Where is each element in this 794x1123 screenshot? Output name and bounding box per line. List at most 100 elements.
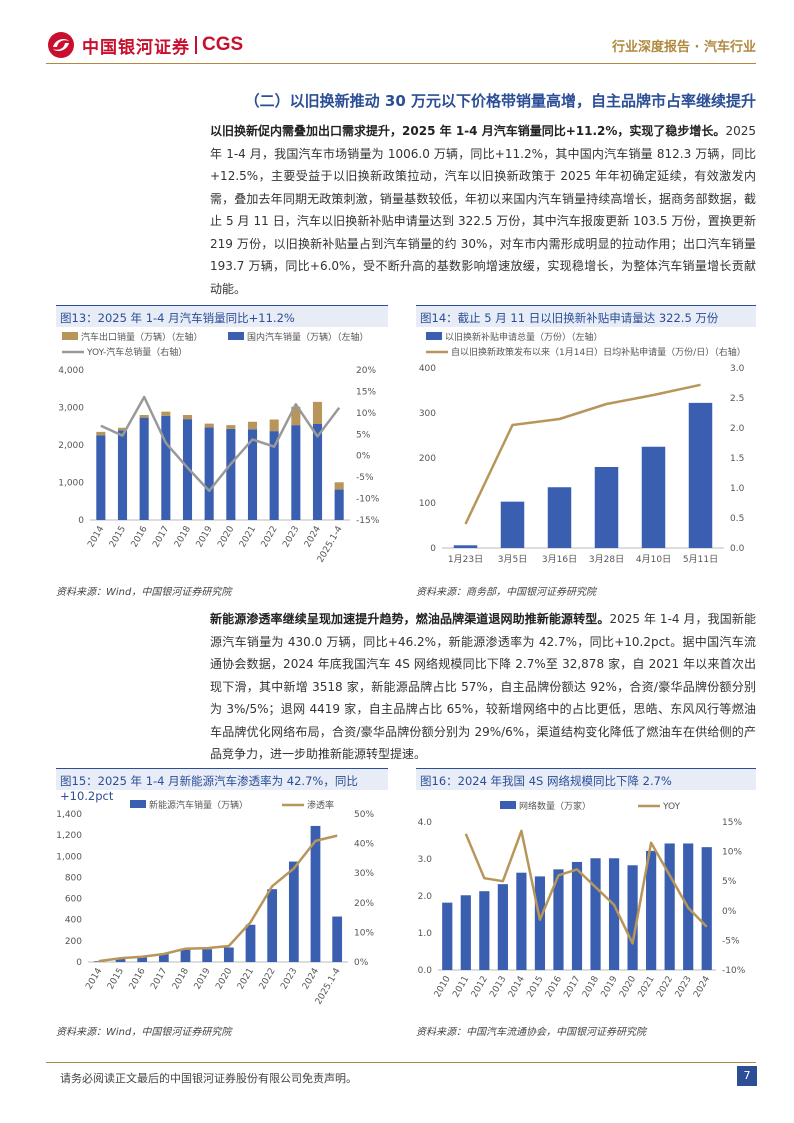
bar [96, 431, 106, 436]
bar [93, 961, 104, 962]
y2-axis-tick-label: -5% [356, 473, 374, 483]
legend-item: YOY-汽车总销量（右轴） [62, 346, 187, 358]
bar [291, 406, 301, 426]
page-number: 7 [737, 1066, 757, 1086]
bar [288, 861, 299, 962]
bar [312, 401, 323, 424]
x-axis-tick-label: 2024 [303, 524, 323, 549]
y2-axis-tick-label: 0% [722, 907, 737, 917]
figure-13-source: 资料来源：Wind，中国银河证券研究院 [56, 587, 232, 598]
x-axis-tick-label: 2016 [130, 524, 150, 549]
paragraph-2-body: 2025 年 1-4 月，我国新能源汽车销量为 430.0 万辆，同比+46.2… [210, 612, 756, 761]
y-axis-tick-label: 4,000 [58, 366, 84, 376]
y-axis-tick-label: 2,000 [58, 441, 84, 451]
y2-axis-tick-label: 1.0 [730, 484, 745, 494]
paragraph-1: 以旧换新促内需叠加出口需求提升，2025 年 1-4 月汽车销量同比+11.2%… [210, 120, 756, 300]
series-line [100, 395, 341, 493]
figure-15-title: 图15：2025 年 1-4 月新能源汽车渗透率为 42.7%，同比+10.2p… [56, 768, 388, 803]
x-axis-tick-label: 2021 [236, 967, 256, 992]
bar [627, 865, 638, 970]
y2-axis-tick-label: 2.5 [730, 394, 744, 404]
paragraph-2-lead: 新能源渗透率继续呈现加速提升趋势，燃油品牌渠道退网助推新能源转型。 [210, 612, 610, 626]
x-axis-tick-label: 2020 [214, 966, 234, 991]
legend-label: 网络数量（万家） [519, 800, 591, 812]
y-axis-tick-label: 0 [76, 958, 82, 968]
x-axis-tick-label: 2015 [108, 525, 128, 550]
x-axis-tick-label: 2019 [193, 966, 213, 991]
paragraph-1-body: 2025 年 1-4 月，我国汽车市场销量为 1006.0 万辆，同比+11.2… [210, 124, 756, 296]
legend-label: 新能源汽车销量（万辆） [149, 799, 248, 811]
figure-14-chart: 以旧换新补贴申请总量（万份）（左轴） 自以旧换新政策发布以来（1月14日）日均补贴… [416, 328, 756, 578]
x-axis-tick-label: 2020 [618, 974, 638, 999]
legend-label: 国内汽车销量（万辆）（左轴） [247, 331, 369, 343]
x-axis-tick-label: 2019 [600, 974, 620, 999]
bar [161, 415, 171, 520]
x-axis-tick-label: 3月16日 [542, 554, 577, 565]
legend-item: 网络数量（万家） [500, 800, 591, 812]
y-axis-tick-label: 400 [65, 916, 82, 926]
x-axis-tick-label: 2020 [216, 524, 236, 549]
x-axis-tick-label: 2017 [562, 975, 582, 1000]
y2-axis-tick-label: 10% [354, 928, 374, 938]
bar [590, 858, 601, 970]
x-axis-tick-label: 2018 [171, 966, 191, 991]
y-axis-tick-label: 1,000 [56, 852, 82, 862]
footer-divider [46, 1062, 756, 1063]
bar [158, 953, 169, 962]
bar [334, 482, 344, 490]
legend-item: 新能源汽车销量（万辆） [130, 799, 248, 811]
logo-company-name: 中国银河证券 [82, 37, 190, 58]
bar [115, 958, 126, 962]
y-axis-tick-label: 200 [419, 454, 436, 464]
x-axis-tick-label: 2018 [581, 974, 601, 999]
legend-label: 渗透率 [307, 799, 334, 811]
bar [269, 431, 279, 520]
legend-bar-swatch [130, 800, 146, 808]
figure-16-chart: 网络数量（万家） YOY 0.0 1.0 2.0 3.0 4.0 -10% -5% 0% 5% 10%… [416, 792, 756, 1014]
x-axis-tick-label: 3月28日 [589, 554, 624, 565]
x-axis-tick-label: 2016 [128, 966, 148, 991]
bar [310, 825, 321, 962]
x-axis-tick-label: 5月11日 [683, 554, 718, 565]
bar [534, 876, 546, 970]
bar [202, 949, 213, 962]
y2-axis-tick-label: 0% [354, 958, 369, 968]
y2-axis-tick-label: 15% [722, 818, 742, 828]
bar [204, 427, 214, 520]
legend-label: YOY [662, 802, 681, 812]
x-axis-tick-label: 3月5日 [498, 554, 527, 565]
y-axis-tick-label: 0.0 [418, 966, 433, 976]
bar [291, 425, 301, 520]
x-axis-tick-label: 2017 [151, 525, 171, 550]
x-axis-tick-label: 2022 [258, 967, 278, 992]
bar [701, 847, 712, 970]
y-axis-tick-label: 1,000 [58, 479, 84, 489]
logo: 中国银河证券 CGS [46, 30, 243, 60]
bar [139, 415, 149, 418]
legend-item: 渗透率 [282, 799, 334, 811]
legend-bar-swatch [228, 332, 244, 340]
y-axis-tick-label: 600 [65, 895, 82, 905]
legend-item: YOY [638, 802, 681, 812]
x-axis-tick-label: 2011 [451, 975, 471, 1000]
page-header: 中国银河证券 CGS 行业深度报告 · 汽车行业 [0, 0, 794, 66]
bar [497, 884, 508, 970]
x-axis-tick-label: 2015 [106, 967, 126, 992]
chart-svg: 以旧换新补贴申请总量（万份）（左轴） 自以旧换新政策发布以来（1月14日）日均补贴… [419, 331, 746, 565]
y2-axis-tick-label: 0.5 [730, 514, 744, 524]
legend-item: 汽车出口销量（万辆）（左轴） [62, 331, 203, 343]
y2-axis-tick-label: 40% [354, 840, 374, 850]
bar [312, 424, 323, 520]
y-axis-tick-label: 3,000 [58, 404, 84, 414]
bar [117, 427, 128, 431]
x-axis-tick-label: 2010 [433, 974, 453, 999]
bar [500, 501, 525, 548]
figure-13-title: 图13：2025 年 1-4 月汽车销量同比+11.2% [56, 305, 388, 327]
series-line [464, 383, 701, 525]
x-axis-tick-label: 2019 [195, 524, 215, 549]
figure-16-source: 资料来源：中国汽车流通协会，中国银河证券研究院 [416, 1027, 646, 1038]
legend-item: 自以旧换新政策发布以来（1月14日）日均补贴申请量（万份/日）（右轴） [426, 346, 746, 358]
figure-14-source: 资料来源：商务部，中国银河证券研究院 [416, 587, 596, 598]
bar [516, 872, 527, 970]
bar [267, 889, 278, 962]
